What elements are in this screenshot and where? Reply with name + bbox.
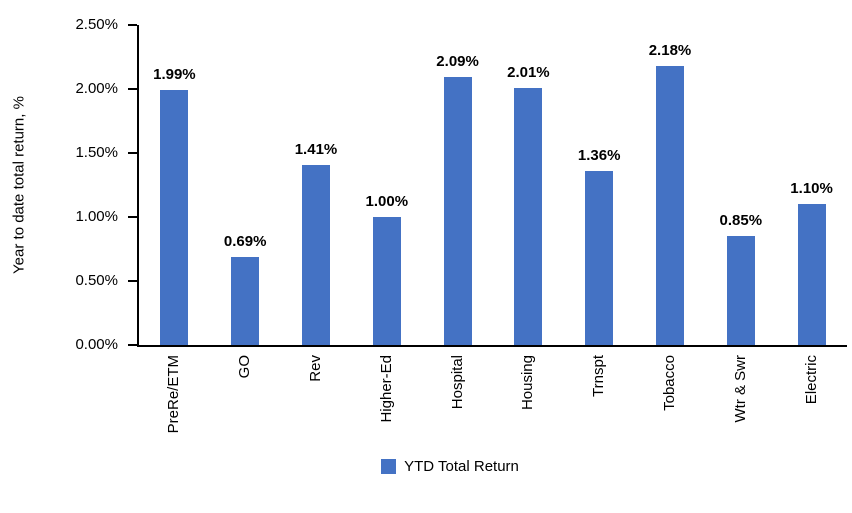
value-label: 1.00% — [365, 193, 409, 210]
bar-slot: 0.85% — [705, 25, 776, 345]
category-label: GO — [236, 355, 254, 379]
y-tick-label: 2.50% — [75, 16, 118, 33]
bar — [726, 236, 755, 345]
bar — [585, 170, 614, 345]
legend-label: YTD Total Return — [404, 458, 519, 475]
y-tick-label: 2.00% — [75, 80, 118, 97]
bar-slot: 1.99% — [139, 25, 210, 345]
category-label: Wtr & Swr — [731, 355, 749, 423]
bar — [797, 204, 826, 345]
value-label: 2.01% — [507, 63, 550, 81]
category-label: Hospital — [448, 355, 466, 410]
value-label: 2.18% — [648, 41, 692, 59]
bar — [655, 65, 684, 345]
y-tick-label: 1.50% — [75, 144, 118, 161]
bar — [372, 217, 401, 345]
value-label: 1.99% — [153, 66, 196, 84]
bar-slot: 1.36% — [564, 25, 635, 345]
value-label: 1.36% — [577, 146, 621, 164]
category-label: Rev — [307, 355, 324, 382]
y-tick-mark — [128, 280, 137, 282]
y-tick-mark — [128, 152, 137, 154]
value-label: 1.10% — [790, 180, 833, 198]
plot-area: PreRe/ETM 1.99% GO 0.69% Rev 1.41% Higher-Ed 1.… — [137, 25, 847, 433]
y-tick-mark — [128, 216, 137, 218]
category-label: Housing — [519, 355, 537, 411]
bar — [514, 87, 543, 345]
y-tick-label: 1.00% — [75, 208, 118, 225]
value-label: 2.09% — [436, 53, 479, 71]
value-label: 0.85% — [719, 212, 763, 230]
bar-slot: 0.69% — [210, 25, 281, 345]
bar — [443, 77, 472, 345]
category-label: Trnspt — [590, 355, 608, 397]
bar-slot: 2.09% — [422, 25, 493, 345]
y-tick-label: 0.00% — [75, 336, 118, 353]
bar — [160, 90, 189, 345]
bar-slot: 1.00% — [351, 25, 422, 345]
legend: YTD Total Return — [48, 458, 852, 475]
bar-slot: 1.10% — [776, 25, 847, 345]
value-label: 0.69% — [223, 232, 267, 250]
y-tick-mark — [128, 24, 137, 26]
bar-slot: 2.18% — [635, 25, 706, 345]
y-tick-label: 0.50% — [75, 272, 118, 289]
legend-swatch-icon — [381, 459, 397, 474]
category-label: Tobacco — [661, 355, 678, 411]
category-label: Higher-Ed — [377, 355, 395, 423]
category-label: Electric — [802, 355, 820, 405]
y-axis-title: Year to date total return, % — [10, 96, 28, 274]
bar-slot: 2.01% — [493, 25, 564, 345]
y-tick-mark — [128, 88, 137, 90]
category-label: PreRe/ETM — [165, 355, 183, 434]
bar-slot: 1.41% — [281, 25, 352, 345]
value-label: 1.41% — [294, 140, 338, 158]
bar — [231, 256, 260, 345]
y-tick-mark — [128, 344, 137, 346]
bar — [301, 164, 330, 345]
